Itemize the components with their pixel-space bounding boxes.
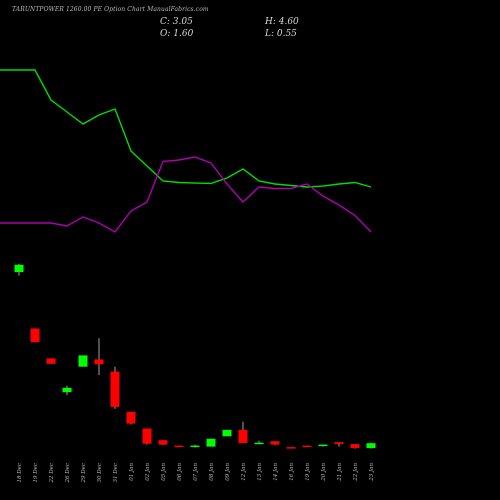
candle-body <box>62 387 72 393</box>
candle-body <box>270 441 280 445</box>
x-tick-label: 13 Jan <box>257 463 263 481</box>
x-tick-label: 07 Jan <box>193 463 199 481</box>
x-tick-label: 30 Dec <box>97 463 103 483</box>
x-tick-label: 08 Jan <box>209 463 215 481</box>
x-tick-label: 19 Jan <box>305 463 311 481</box>
candle-body <box>126 411 136 424</box>
candle-body <box>14 264 24 273</box>
candle-body <box>78 355 88 367</box>
close-value: C: 3.05 <box>160 17 193 27</box>
candle-body <box>254 442 264 445</box>
candle-body <box>334 442 344 445</box>
candle-body <box>174 445 184 448</box>
x-tick-label: 20 Jan <box>321 463 327 482</box>
candle-body <box>30 328 40 343</box>
candle-body <box>94 359 104 365</box>
x-tick-label: 22 Jan <box>353 463 359 482</box>
x-tick-label: 05 Jan <box>161 463 167 481</box>
x-tick-label: 19 Dec <box>33 463 39 483</box>
x-tick-label: 23 Jan <box>369 463 375 482</box>
candle-body <box>110 371 120 407</box>
candle-body <box>238 429 248 444</box>
x-tick-label: 12 Jan <box>241 463 247 481</box>
x-tick-label: 21 Jan <box>337 463 343 482</box>
x-tick-label: 16 Jan <box>289 463 295 481</box>
x-tick-label: 14 Jan <box>273 463 279 481</box>
open-value: O: 1.60 <box>160 29 194 39</box>
candle-body <box>142 428 152 444</box>
x-tick-label: 31 Dec <box>113 463 119 483</box>
candle-body <box>318 444 328 447</box>
low-value: L: 0.55 <box>265 29 297 39</box>
x-tick-label: 26 Dec <box>65 463 71 484</box>
candle-body <box>302 445 312 448</box>
candle-body <box>366 443 376 449</box>
candle-body <box>206 438 216 447</box>
x-tick-label: 02 Jan <box>145 463 151 481</box>
candle-body <box>190 445 200 448</box>
candle-body <box>350 444 360 448</box>
candle-body <box>158 440 168 445</box>
x-tick-label: 06 Jan <box>177 463 183 481</box>
x-tick-label: 09 Jan <box>225 463 231 481</box>
x-tick-label: 18 Dec <box>17 463 23 483</box>
x-tick-label: 22 Dec <box>49 463 55 484</box>
candle-body <box>46 358 56 364</box>
x-tick-label: 01 Jan <box>129 463 135 481</box>
x-tick-label: 29 Dec <box>81 463 87 484</box>
indicator-line-1 <box>0 69 372 188</box>
candle-body <box>222 429 232 437</box>
chart-title: TARUNTPOWER 1260.00 PE Option Chart Manu… <box>12 6 209 13</box>
high-value: H: 4.60 <box>265 17 299 27</box>
indicator-line-2 <box>0 156 372 233</box>
candle-body <box>286 447 296 449</box>
